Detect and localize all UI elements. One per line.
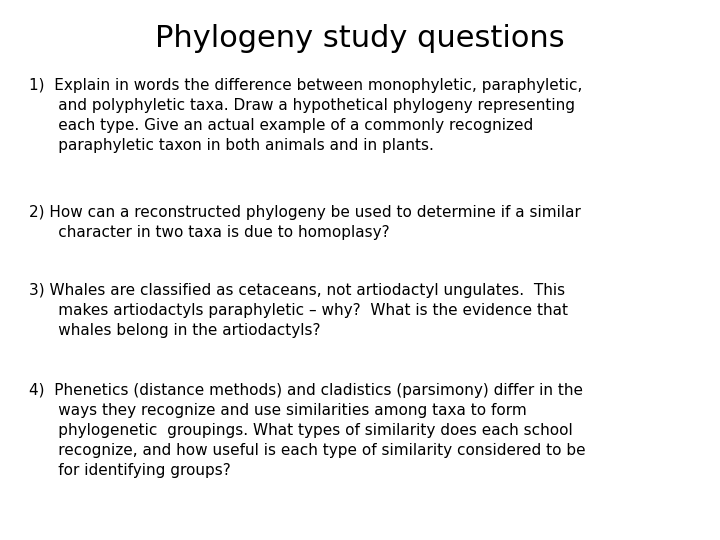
Text: 3) Whales are classified as cetaceans, not artiodactyl ungulates.  This
      ma: 3) Whales are classified as cetaceans, n… xyxy=(29,284,568,338)
Text: 4)  Phenetics (distance methods) and cladistics (parsimony) differ in the
      : 4) Phenetics (distance methods) and clad… xyxy=(29,383,585,477)
Text: 2) How can a reconstructed phylogeny be used to determine if a similar
      cha: 2) How can a reconstructed phylogeny be … xyxy=(29,205,580,240)
Text: 1)  Explain in words the difference between monophyletic, paraphyletic,
      an: 1) Explain in words the difference betwe… xyxy=(29,78,582,153)
Text: Phylogeny study questions: Phylogeny study questions xyxy=(156,24,564,53)
